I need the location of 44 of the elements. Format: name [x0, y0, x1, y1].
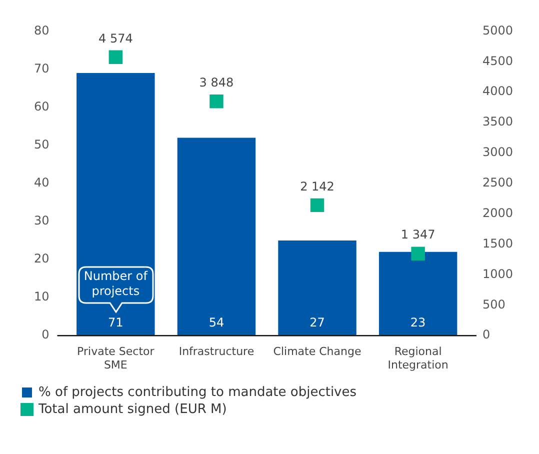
y-tick-label: 30 — [34, 214, 50, 228]
data-label: 3 848 — [199, 75, 234, 90]
x-tick-label: Private Sector SME — [77, 345, 155, 372]
y-tick-label: 40 — [34, 176, 50, 190]
speech-bubble: Number of projects — [78, 266, 154, 314]
y2-tick-label: 3000 — [482, 145, 514, 160]
point — [310, 198, 324, 212]
y2-tick-label: 2000 — [482, 206, 514, 220]
y-tick-label: 60 — [34, 99, 50, 114]
annotation: Number of projects — [82, 268, 149, 299]
y2-tick-label: 4500 — [482, 54, 514, 68]
legend-label: Total amount signed (EUR M) — [38, 402, 227, 417]
legend-label: % of projects contributing to mandate objectives — [38, 384, 357, 400]
bar — [278, 240, 356, 336]
annotation: 23 — [410, 316, 426, 330]
y2-tick-label: 500 — [482, 297, 506, 312]
bar — [378, 252, 458, 336]
x-tick-label: Climate Change — [273, 345, 362, 358]
annotation: 71 — [108, 316, 124, 330]
point — [108, 50, 123, 64]
y2-tick-label: 0 — [482, 328, 490, 342]
data-label: 2 142 — [300, 179, 334, 194]
bar — [76, 73, 155, 336]
y-tick-label: 10 — [34, 290, 50, 304]
y-tick-label: 0 — [42, 328, 50, 342]
y-tick-label: 20 — [34, 252, 50, 266]
y2-tick-label: 1500 — [482, 236, 514, 250]
data-label: 1 347 — [400, 228, 436, 242]
y2-tick-label: 2500 — [482, 176, 514, 190]
x-tick-label: Infrastructure — [178, 345, 254, 358]
y-tick-label: 70 — [34, 61, 50, 76]
y-tick-label: 80 — [34, 23, 50, 38]
y2-tick-label: 3500 — [482, 114, 514, 129]
x-tick-label: Regional Integration — [388, 345, 448, 372]
y-tick-label: 50 — [34, 137, 50, 152]
y2-tick-label: 5000 — [482, 23, 514, 38]
y2-tick-label: 4000 — [482, 84, 514, 98]
annotation: 54 — [208, 316, 224, 330]
data-label: 4 574 — [98, 31, 133, 46]
point — [411, 246, 425, 260]
annotation: 27 — [310, 316, 325, 330]
y2-tick-label: 1000 — [482, 266, 514, 281]
point — [210, 94, 224, 108]
bar — [177, 138, 256, 336]
